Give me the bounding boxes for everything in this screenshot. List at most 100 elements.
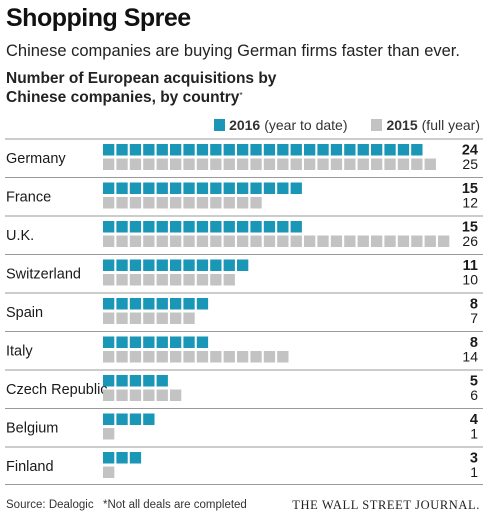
value-label-2015-switzerland: 10 [462, 272, 478, 288]
legend-entry-2016: 2016 (year to date) [214, 117, 347, 133]
square-2016-u-k-11 [237, 221, 249, 233]
square-2015-germany-7 [183, 158, 195, 170]
square-2016-u-k-5 [156, 221, 168, 233]
square-2016-france-13 [263, 182, 276, 194]
square-2015-u-k-5 [156, 235, 168, 247]
square-2015-switzerland-3 [129, 274, 142, 286]
square-2015-u-k-26 [438, 235, 450, 247]
square-2015-france-2 [116, 197, 128, 209]
square-2016-switzerland-9 [210, 259, 222, 271]
square-2015-finland-1 [103, 466, 115, 478]
chart-heading-line1: Number of European acquisitions by [6, 70, 277, 87]
square-2016-switzerland-3 [129, 259, 142, 271]
square-2015-france-10 [223, 197, 235, 209]
square-2015-germany-17 [317, 158, 329, 170]
value-label-2016-france: 15 [462, 181, 478, 197]
square-2016-italy-2 [116, 336, 128, 348]
square-2016-germany-19 [344, 144, 356, 156]
square-2016-finland-2 [116, 452, 128, 464]
value-label-2016-italy: 8 [470, 335, 478, 351]
square-2015-switzerland-1 [103, 274, 115, 286]
square-2016-germany-20 [357, 144, 369, 156]
square-2015-u-k-7 [183, 235, 195, 247]
value-label-2016-belgium: 4 [470, 412, 478, 428]
square-2016-u-k-1 [103, 221, 115, 233]
square-2016-u-k-9 [210, 221, 222, 233]
category-label-france: France [6, 190, 51, 206]
bar-2016-france [103, 182, 302, 194]
square-2015-germany-3 [129, 158, 142, 170]
bar-2015-czech-republic [103, 389, 182, 401]
value-label-2015-france: 12 [462, 195, 478, 211]
square-2016-italy-4 [143, 336, 155, 348]
square-2015-u-k-4 [143, 235, 155, 247]
square-2015-switzerland-4 [143, 274, 155, 286]
square-2016-switzerland-1 [103, 259, 115, 271]
square-2015-france-6 [170, 197, 182, 209]
bar-2015-spain [103, 312, 195, 324]
value-label-2016-czech-republic: 5 [470, 374, 478, 390]
square-2015-france-12 [250, 197, 262, 209]
square-2016-u-k-4 [143, 221, 155, 233]
square-2016-germany-7 [183, 144, 195, 156]
square-2015-czech-republic-6 [170, 389, 182, 401]
square-2016-switzerland-6 [170, 259, 182, 271]
category-label-finland: Finland [6, 459, 54, 475]
square-2015-italy-9 [210, 351, 222, 363]
value-label-2015-germany: 25 [462, 156, 478, 172]
square-2016-france-4 [143, 182, 155, 194]
bar-2016-finland [103, 452, 142, 464]
square-2015-czech-republic-1 [103, 389, 115, 401]
chart-subtitle: Chinese companies are buying German firm… [6, 42, 460, 60]
square-2015-czech-republic-4 [143, 389, 155, 401]
square-2015-germany-25 [424, 158, 436, 170]
square-2015-italy-14 [277, 351, 289, 363]
chart-title: Shopping Spree [6, 4, 191, 32]
square-2016-germany-4 [143, 144, 155, 156]
square-2016-germany-2 [116, 144, 128, 156]
square-2015-spain-3 [129, 312, 142, 324]
square-2016-germany-13 [263, 144, 276, 156]
square-2015-germany-23 [397, 158, 410, 170]
square-2015-u-k-17 [317, 235, 329, 247]
square-2015-germany-20 [357, 158, 369, 170]
square-2016-switzerland-4 [143, 259, 155, 271]
square-2016-germany-23 [397, 144, 410, 156]
square-2016-france-11 [237, 182, 249, 194]
square-2016-germany-14 [277, 144, 289, 156]
square-2016-france-8 [196, 182, 209, 194]
bar-2015-switzerland [103, 274, 235, 286]
square-2015-switzerland-9 [210, 274, 222, 286]
square-2015-germany-6 [170, 158, 182, 170]
square-2015-italy-4 [143, 351, 155, 363]
bar-2015-italy [103, 351, 289, 363]
square-2015-germany-11 [237, 158, 249, 170]
square-2015-germany-10 [223, 158, 235, 170]
value-label-2015-finland: 1 [470, 464, 478, 480]
square-2016-germany-16 [304, 144, 316, 156]
square-2015-italy-5 [156, 351, 168, 363]
category-label-germany: Germany [6, 151, 66, 167]
square-2015-u-k-9 [210, 235, 222, 247]
square-2016-czech-republic-1 [103, 375, 115, 387]
square-2016-france-1 [103, 182, 115, 194]
square-2015-italy-6 [170, 351, 182, 363]
square-2015-germany-12 [250, 158, 262, 170]
square-2016-spain-6 [170, 298, 182, 310]
square-2016-france-14 [277, 182, 289, 194]
legend-year-2015: 2015 [386, 117, 418, 133]
bar-2015-france [103, 197, 262, 209]
square-2015-france-1 [103, 197, 115, 209]
square-2015-u-k-25 [424, 235, 436, 247]
square-2016-italy-6 [170, 336, 182, 348]
square-2015-germany-8 [196, 158, 209, 170]
legend: 2016 (year to date) 2015 (full year) [214, 117, 480, 133]
square-2016-france-9 [210, 182, 222, 194]
legend-year-2016: 2016 [229, 117, 261, 133]
square-2016-germany-18 [330, 144, 343, 156]
square-2016-switzerland-2 [116, 259, 128, 271]
bar-2016-spain [103, 298, 209, 310]
square-2015-germany-13 [263, 158, 276, 170]
square-2015-u-k-8 [196, 235, 209, 247]
bar-2016-u-k [103, 221, 302, 233]
